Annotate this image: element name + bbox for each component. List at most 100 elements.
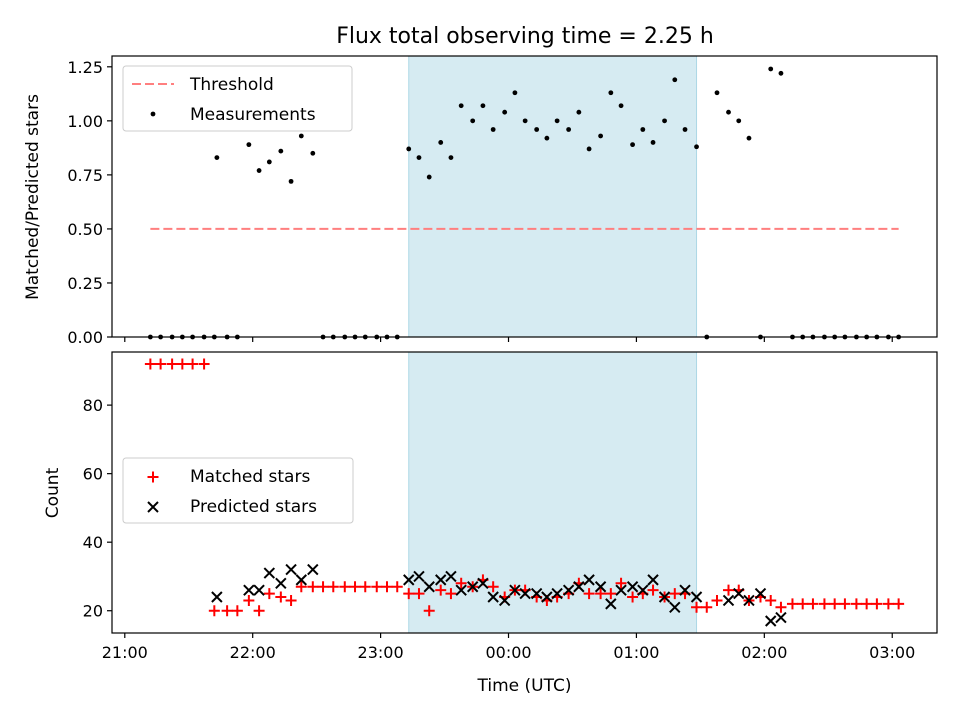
predicted-star-point bbox=[435, 574, 447, 586]
measurement-point bbox=[480, 103, 486, 109]
legend-threshold-label: Threshold bbox=[189, 75, 274, 95]
measurement-point bbox=[310, 150, 316, 156]
matched-star-point bbox=[605, 588, 617, 600]
matched-star-point bbox=[155, 358, 167, 370]
x-axis-label: Time (UTC) bbox=[477, 676, 572, 696]
legend-matched-label: Matched stars bbox=[190, 467, 310, 487]
measurement-point bbox=[586, 146, 592, 152]
measurement-point bbox=[490, 127, 496, 132]
measurement-point bbox=[650, 140, 656, 145]
matched-star-point bbox=[583, 588, 595, 600]
y-tick-label: 0.50 bbox=[67, 220, 103, 239]
matched-star-point bbox=[307, 581, 319, 593]
legend-measurement-label: Measurements bbox=[190, 105, 316, 125]
matched-star-point bbox=[391, 581, 403, 593]
legend-box bbox=[122, 65, 353, 132]
matched-star-point bbox=[691, 601, 703, 613]
predicted-star-point bbox=[562, 584, 575, 596]
matched-star-point bbox=[861, 598, 873, 610]
measurement-point bbox=[406, 146, 412, 152]
predicted-star-point bbox=[679, 584, 691, 596]
matched-star-point bbox=[231, 605, 243, 617]
matched-star-point bbox=[198, 358, 210, 370]
measurement-point bbox=[714, 90, 720, 96]
predicted-star-point bbox=[626, 581, 639, 593]
matched-star-point bbox=[893, 598, 905, 610]
matched-star-point bbox=[243, 594, 255, 606]
x-tick-label: 23:00 bbox=[358, 643, 404, 662]
y-tick-label: 0.75 bbox=[67, 166, 103, 185]
predicted-star-point bbox=[551, 587, 563, 600]
matched-star-point bbox=[371, 581, 383, 593]
matched-star-point bbox=[435, 584, 447, 596]
measurement-point bbox=[726, 109, 731, 115]
predicted-star-point bbox=[445, 570, 457, 583]
measurement-point bbox=[246, 142, 252, 148]
axes-frame bbox=[111, 55, 938, 338]
measurement-point bbox=[512, 90, 518, 96]
measurement-point bbox=[618, 103, 624, 109]
measurement-point bbox=[256, 168, 262, 173]
top-panel: 0.00 0.25 0.50 0.75 1.00 1.25 Matched/Predicte… bbox=[23, 55, 938, 347]
predicted-star-point bbox=[573, 581, 585, 593]
matched-star-point bbox=[723, 584, 735, 596]
matched-star-point bbox=[176, 358, 188, 370]
measurement-point bbox=[554, 118, 560, 124]
measurement-point bbox=[544, 135, 550, 141]
matched-star-point bbox=[295, 581, 307, 593]
measurement-point bbox=[598, 133, 604, 139]
measurement-point bbox=[470, 118, 476, 124]
matched-star-point bbox=[818, 598, 830, 610]
measurement-point bbox=[458, 103, 464, 109]
measurement-point bbox=[576, 109, 582, 115]
predicted-star-point bbox=[498, 594, 511, 607]
matched-star-point bbox=[423, 605, 435, 617]
matched-star-point bbox=[711, 594, 723, 606]
matched-star-point bbox=[797, 598, 809, 610]
predicted-star-point bbox=[295, 574, 308, 586]
matched-star-point bbox=[339, 581, 351, 593]
x-tick-label: 22:00 bbox=[230, 643, 276, 662]
measurement-point bbox=[662, 118, 667, 124]
matched-star-point bbox=[253, 605, 265, 617]
x-tick-label: 03:00 bbox=[869, 643, 915, 662]
predicted-star-point bbox=[647, 574, 659, 586]
predicted-star-point bbox=[637, 584, 649, 596]
measurement-point bbox=[534, 127, 540, 132]
y-tick-label: 0.00 bbox=[67, 328, 103, 347]
matched-star-point bbox=[775, 601, 787, 613]
matched-star-point bbox=[850, 598, 862, 610]
y-tick-label: 1.00 bbox=[67, 112, 103, 131]
matched-star-point bbox=[701, 601, 713, 613]
measurement-point bbox=[448, 155, 454, 160]
predicted-star-point bbox=[243, 584, 255, 596]
legend-matched-swatch bbox=[147, 471, 159, 483]
predicted-star-point bbox=[285, 563, 297, 576]
y-tick-label: 1.25 bbox=[67, 58, 103, 77]
predicted-star-point bbox=[413, 570, 425, 583]
measurement-point bbox=[694, 144, 699, 150]
predicted-star-point bbox=[307, 563, 319, 576]
measurement-point bbox=[608, 90, 614, 96]
matched-star-point bbox=[327, 581, 339, 593]
x-tick-label: 02:00 bbox=[741, 643, 787, 662]
matched-star-point bbox=[275, 591, 287, 603]
matched-star-point bbox=[403, 588, 415, 600]
predicted-star-point bbox=[669, 601, 681, 614]
measurement-point bbox=[746, 135, 752, 141]
series-marks bbox=[144, 358, 905, 627]
measurement-point bbox=[522, 118, 528, 124]
predicted-star-point bbox=[775, 611, 787, 624]
legend: Threshold Measurements bbox=[122, 65, 353, 132]
measurement-point bbox=[416, 155, 422, 160]
chart-title: Flux total observing time = 2.25 h bbox=[336, 24, 714, 49]
measurement-point bbox=[438, 140, 444, 145]
measurement-point bbox=[298, 133, 304, 139]
measurement-point bbox=[736, 118, 742, 124]
matched-star-point bbox=[208, 605, 220, 617]
matched-star-point bbox=[285, 594, 297, 606]
matched-star-point bbox=[669, 588, 681, 600]
predicted-star-point bbox=[263, 567, 276, 579]
predicted-star-point bbox=[605, 598, 617, 610]
y-tick-label: 0.25 bbox=[67, 274, 103, 293]
